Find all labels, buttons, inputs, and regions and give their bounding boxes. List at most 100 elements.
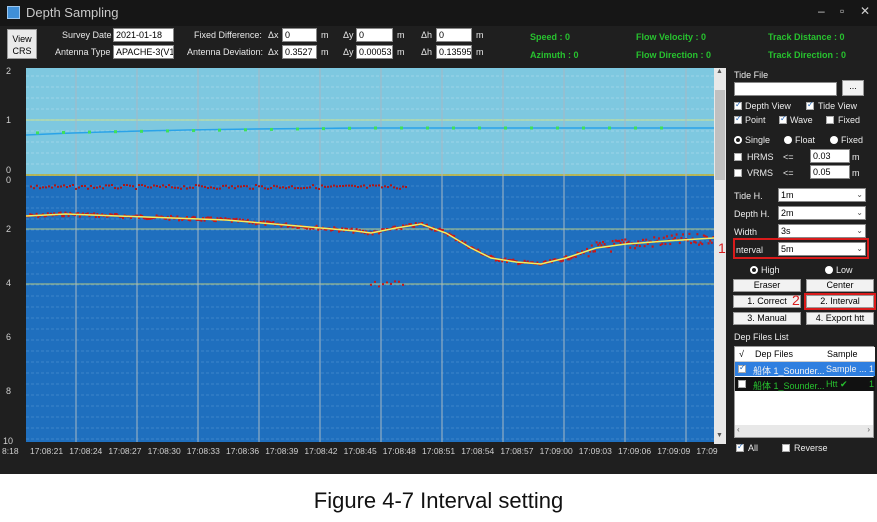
col-sample[interactable]: Sample [827,349,858,359]
sounding-point [618,239,620,243]
tide-view-checkbox[interactable] [806,100,814,110]
sounding-point [381,228,384,231]
scroll-up-icon[interactable]: ▲ [716,68,723,75]
surface-noise-point [363,184,365,187]
sounding-point [163,217,166,220]
surface-noise-point [237,185,239,188]
export-button[interactable]: 4. Export htt [806,312,874,325]
maximize-button[interactable]: ▫ [840,4,845,18]
depth-h-select[interactable]: 2m ⌄ [778,206,866,220]
antenna-type-select[interactable]: APACHE-3(V1.1) [113,45,174,59]
surface-noise-point [72,184,74,187]
sounding-point [451,234,454,237]
dev-dh-input[interactable]: 0.13595 [436,45,472,59]
vrms-checkbox[interactable] [734,169,742,177]
scroll-left-icon[interactable]: ‹ [737,425,740,434]
sounding-point [200,219,203,222]
fixed-radio[interactable] [830,136,838,144]
minimize-button[interactable]: – [818,4,825,18]
hrms-le-label: <= [783,152,794,162]
interval-select[interactable]: 5m ⌄ [778,242,866,256]
sounding-point [378,232,380,235]
survey-date-input[interactable]: 2021-01-18 [113,28,174,42]
sounding-point [434,229,436,232]
sounding-point [464,241,467,244]
view-crs-button[interactable]: View CRS [7,29,37,59]
outlier-point [370,283,372,286]
depth-view-checkbox[interactable] [734,100,742,110]
list-horizontal-scrollbar[interactable]: ‹ › [735,425,873,437]
tide-point [36,131,39,135]
sounding-point [526,260,529,263]
surface-noise-point [372,184,374,187]
close-button[interactable]: ✕ [860,4,871,18]
scroll-right-icon[interactable]: › [867,425,870,434]
fixed-dx-label: Δx [268,30,279,40]
sounding-point [142,216,145,220]
width-select[interactable]: 3s ⌄ [778,224,866,238]
sounding-point [144,217,147,220]
sounding-point [638,244,641,248]
app-icon [7,6,20,19]
low-radio[interactable] [825,266,833,274]
fixed-dy-input[interactable]: 0 [356,28,393,42]
center-button[interactable]: Center [806,279,874,292]
eraser-button[interactable]: Eraser [733,279,801,292]
sounding-point [490,254,492,258]
all-checkbox[interactable] [736,442,744,452]
sounding-point [611,239,614,243]
dep-files-list[interactable]: √ Dep Files Sample 船体 1_Sounder... Sampl… [734,346,875,438]
col-files[interactable]: Dep Files [755,349,794,359]
float-radio[interactable] [784,136,792,144]
fixed-dx-input[interactable]: 0 [282,28,317,42]
tide-file-input[interactable] [734,82,837,96]
sounding-point [504,257,507,260]
reverse-checkbox[interactable] [782,444,790,452]
point-checkbox[interactable] [734,114,742,124]
dev-dx-input[interactable]: 0.3527 [282,45,317,59]
plot-vertical-scrollbar[interactable]: ▲ ▼ [714,68,726,444]
surface-noise-point [234,187,236,190]
sounding-point [622,241,625,244]
hrms-checkbox[interactable] [734,153,742,161]
correct-button[interactable]: 1. Correct [733,295,801,308]
scroll-thumb[interactable] [715,90,725,180]
surface-noise-point [60,185,62,188]
sounding-point [251,222,254,225]
sounding-point [642,238,644,242]
row-checkbox[interactable] [738,363,746,373]
wave-checkbox[interactable] [779,114,787,124]
sounding-point [509,258,512,262]
outlier-point [398,280,400,283]
sounding-point [382,228,385,231]
row-checkbox[interactable] [738,380,746,388]
list-item[interactable]: 船体 1_Sounder... Htt ✔ 1 [735,377,875,391]
sounding-point [626,241,628,245]
surface-noise-point [120,186,122,189]
dev-dy-input[interactable]: 0.000535 [356,45,393,59]
sounding-point [554,258,556,261]
sounding-point [93,212,96,215]
high-radio[interactable] [750,266,758,274]
surface-noise-point [162,184,164,187]
sounding-point [571,256,574,259]
dep-files-title: Dep Files List [734,332,789,342]
sounding-point [579,252,582,256]
interval-button[interactable]: 2. Interval [806,295,874,308]
hrms-input[interactable]: 0.03 [810,149,850,163]
scroll-down-icon[interactable]: ▼ [716,432,723,439]
manual-button[interactable]: 3. Manual [733,312,801,325]
tide-h-select[interactable]: 1m ⌄ [778,188,866,202]
sounding-point [488,255,491,258]
sounding-point [659,243,662,247]
fixed-checkbox[interactable] [826,116,834,124]
vrms-input[interactable]: 0.05 [810,165,850,179]
browse-button[interactable]: ... [842,80,864,96]
fixed-dh-input[interactable]: 0 [436,28,472,42]
list-item[interactable]: 船体 1_Sounder... Sample ... 1 [735,362,875,376]
single-radio[interactable] [734,136,742,144]
depth-plot[interactable] [26,68,714,442]
sounding-point [234,218,236,221]
sounding-point [192,215,195,219]
unit-m: m [321,47,329,57]
